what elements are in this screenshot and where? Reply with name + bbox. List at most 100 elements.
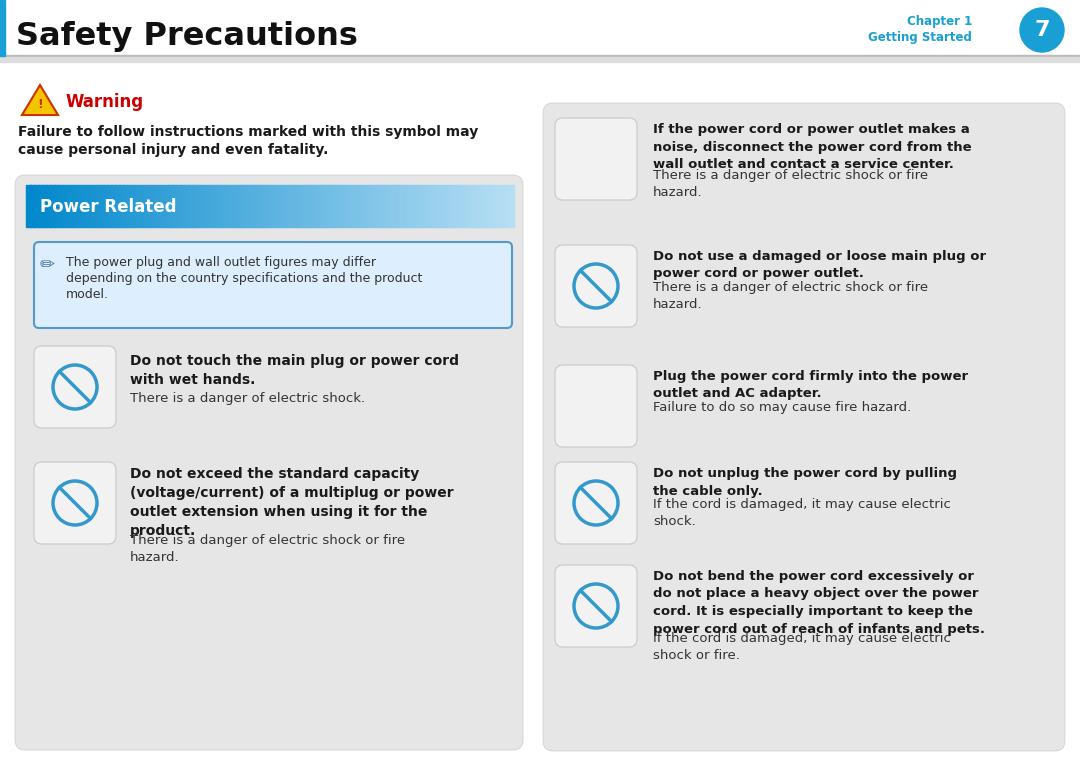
Text: Do not touch the main plug or power cord
with wet hands.: Do not touch the main plug or power cord… [130, 354, 459, 387]
Text: Chapter 1: Chapter 1 [907, 15, 972, 28]
Bar [383, 185, 388, 227]
Bar [79, 185, 83, 227]
Bar [139, 185, 145, 227]
Bar [116, 185, 120, 227]
Bar [310, 185, 314, 227]
Bar [469, 185, 473, 227]
Bar [472, 185, 477, 227]
Bar [407, 185, 413, 227]
FancyBboxPatch shape [33, 346, 116, 428]
Bar [107, 185, 111, 227]
Text: Power Related: Power Related [40, 198, 176, 216]
Bar [342, 185, 347, 227]
Text: Failure to do so may cause fire hazard.: Failure to do so may cause fire hazard. [653, 401, 912, 414]
Polygon shape [22, 85, 58, 115]
Bar [338, 185, 343, 227]
Bar [120, 185, 124, 227]
Bar [180, 185, 185, 227]
Bar [197, 185, 201, 227]
Bar [148, 185, 152, 227]
Text: There is a danger of electric shock or fire
hazard.: There is a danger of electric shock or f… [653, 281, 928, 311]
Bar [420, 185, 424, 227]
Bar [254, 185, 258, 227]
Bar [404, 185, 408, 227]
Bar [456, 185, 461, 227]
Bar [229, 185, 233, 227]
Bar [42, 185, 46, 227]
Text: Warning: Warning [66, 93, 144, 111]
Bar [245, 185, 249, 227]
Bar [176, 185, 180, 227]
Bar [220, 185, 226, 227]
Bar [423, 185, 429, 227]
FancyBboxPatch shape [555, 118, 637, 200]
FancyBboxPatch shape [555, 462, 637, 544]
Bar [156, 185, 161, 227]
Bar [208, 185, 213, 227]
Bar [411, 185, 416, 227]
Bar [249, 185, 254, 227]
Text: If the cord is damaged, it may cause electric
shock or fire.: If the cord is damaged, it may cause ele… [653, 632, 950, 662]
Text: Plug the power cord firmly into the power
outlet and AC adapter.: Plug the power cord firmly into the powe… [653, 370, 968, 401]
Bar [388, 185, 392, 227]
FancyBboxPatch shape [555, 365, 637, 447]
Bar [233, 185, 238, 227]
Bar [164, 185, 168, 227]
Bar [319, 185, 323, 227]
Bar [432, 185, 436, 227]
FancyBboxPatch shape [543, 103, 1065, 751]
Bar [400, 185, 404, 227]
Bar [363, 185, 367, 227]
Text: 7: 7 [1035, 20, 1050, 40]
Bar [428, 185, 432, 227]
Bar [241, 185, 245, 227]
Bar [302, 185, 307, 227]
Bar [35, 185, 39, 227]
Bar [192, 185, 197, 227]
Bar [213, 185, 217, 227]
Bar [330, 185, 335, 227]
Text: If the cord is damaged, it may cause electric
shock.: If the cord is damaged, it may cause ele… [653, 498, 950, 528]
Bar [501, 185, 505, 227]
Text: There is a danger of electric shock or fire
hazard.: There is a danger of electric shock or f… [653, 169, 928, 199]
Bar [391, 185, 395, 227]
Bar [168, 185, 173, 227]
Bar [354, 185, 360, 227]
Bar [379, 185, 383, 227]
Bar [123, 185, 127, 227]
Bar [111, 185, 116, 227]
Bar [476, 185, 481, 227]
Bar [436, 185, 441, 227]
Text: Getting Started: Getting Started [868, 31, 972, 44]
Text: ✏: ✏ [40, 256, 55, 274]
Bar [367, 185, 372, 227]
Bar [326, 185, 330, 227]
Text: !: ! [37, 99, 43, 112]
Bar [266, 185, 270, 227]
Text: If the power cord or power outlet makes a
noise, disconnect the power cord from : If the power cord or power outlet makes … [653, 123, 972, 171]
Bar [485, 185, 489, 227]
Bar [217, 185, 221, 227]
Text: model.: model. [66, 288, 109, 301]
Bar [359, 185, 363, 227]
Bar [347, 185, 351, 227]
Bar [58, 185, 63, 227]
Bar [46, 185, 51, 227]
Bar [132, 185, 136, 227]
Text: Do not use a damaged or loose main plug or
power cord or power outlet.: Do not use a damaged or loose main plug … [653, 250, 986, 280]
Bar [464, 185, 469, 227]
Bar [481, 185, 485, 227]
Text: Safety Precautions: Safety Precautions [16, 21, 357, 51]
Text: There is a danger of electric shock.: There is a danger of electric shock. [130, 392, 365, 405]
Bar [351, 185, 355, 227]
Bar [160, 185, 164, 227]
Bar [440, 185, 445, 227]
Bar [282, 185, 286, 227]
Bar [460, 185, 464, 227]
Bar [86, 185, 92, 227]
Text: Do not bend the power cord excessively or
do not place a heavy object over the p: Do not bend the power cord excessively o… [653, 570, 985, 636]
Bar [453, 185, 457, 227]
Bar [0, 57, 1080, 62]
Circle shape [1020, 8, 1064, 52]
Bar [289, 185, 295, 227]
